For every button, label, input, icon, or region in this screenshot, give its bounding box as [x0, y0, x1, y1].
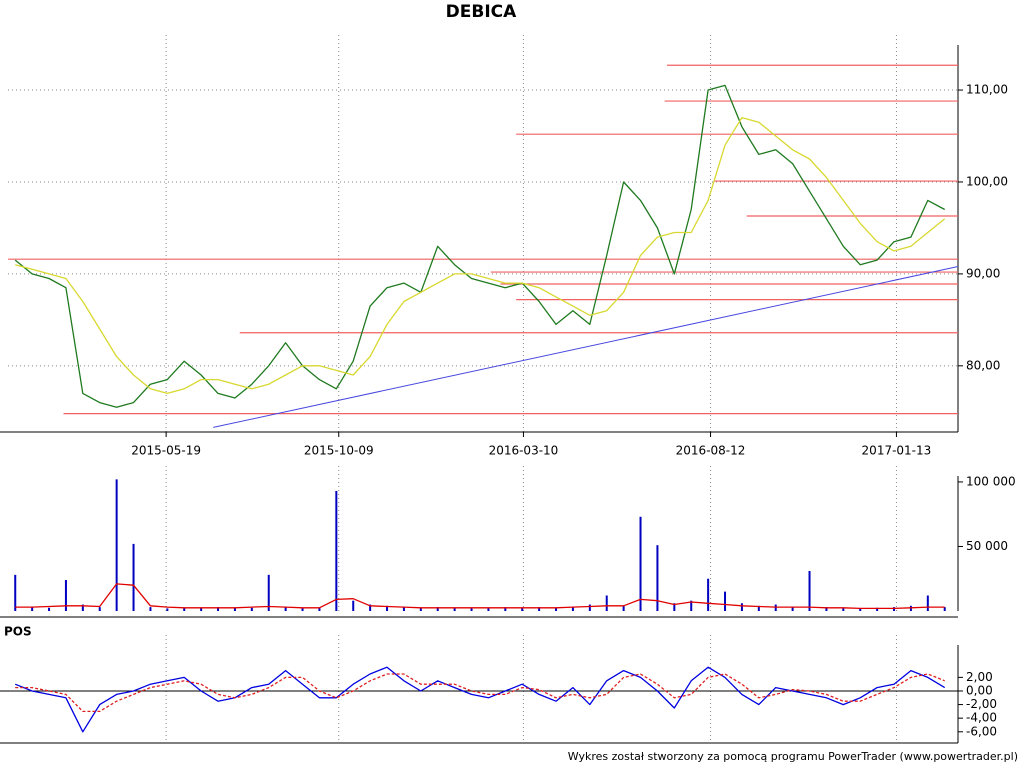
footer: Wykres został stworzony za pomocą progra…	[568, 750, 1018, 763]
volume-bar	[538, 607, 541, 611]
series-line	[15, 583, 945, 610]
volume-bar	[893, 607, 896, 611]
volume-bar	[825, 607, 828, 611]
volume-bar	[622, 605, 625, 611]
series-line	[14, 666, 946, 733]
volume-bar	[352, 600, 355, 611]
volume-bar	[267, 574, 270, 611]
volume-bar	[419, 607, 422, 611]
x-tick-label: 2016-08-12	[676, 444, 746, 458]
volume-bar	[774, 604, 777, 611]
volume-bar	[301, 608, 304, 611]
volume-bar	[250, 607, 253, 611]
volume-bar	[166, 608, 169, 611]
y-tick-label: -2,00	[966, 697, 997, 711]
volume-bar	[149, 607, 152, 611]
x-tick-label: 2015-10-09	[304, 444, 374, 458]
volume-bar	[14, 574, 17, 611]
volume-bar	[98, 607, 101, 611]
x-tick-label: 2016-03-10	[489, 444, 559, 458]
volume-bar	[571, 607, 574, 611]
volume-bar	[217, 607, 220, 611]
y-tick-label: -6,00	[966, 724, 997, 738]
volume-bar	[656, 545, 659, 611]
volume-bar	[132, 543, 135, 611]
y-tick-label: 110,00	[966, 83, 1008, 97]
chart-title: DEBICA	[446, 2, 517, 22]
volume-bar	[487, 608, 490, 611]
volume-bar	[943, 607, 946, 611]
y-tick-label: 100,00	[966, 174, 1008, 188]
volume-bar	[470, 607, 473, 611]
volume-bar	[81, 604, 84, 611]
volume-bar	[402, 607, 405, 611]
x-tick-label: 2015-05-19	[131, 444, 201, 458]
volume-bar	[707, 578, 710, 611]
volume-bar	[318, 607, 321, 611]
volume-bar	[588, 604, 591, 611]
volume-bar	[639, 516, 642, 611]
volume-bar	[673, 603, 676, 611]
y-tick-label: 2,00	[966, 670, 993, 684]
series-line	[15, 673, 945, 713]
volume-bar	[335, 490, 338, 611]
volume-bar	[859, 608, 862, 611]
volume-bar	[605, 595, 608, 611]
volume-bar	[453, 608, 456, 611]
volume-bar	[842, 607, 845, 611]
series-line	[14, 84, 946, 408]
volume-bar	[115, 479, 118, 611]
y-tick-label: -4,00	[966, 711, 997, 725]
volume-bar	[183, 607, 186, 611]
volume-bar	[757, 605, 760, 611]
volume-bar	[555, 607, 558, 611]
series-line	[15, 116, 946, 395]
y-tick-label: 100 000	[966, 474, 1016, 488]
volume-bar	[48, 607, 51, 611]
volume-bar	[369, 604, 372, 611]
x-tick-label: 2017-01-13	[862, 444, 932, 458]
y-tick-label: 0,00	[966, 683, 993, 697]
y-tick-label: 90,00	[966, 266, 1000, 280]
volume-bar	[284, 607, 287, 611]
volume-bar	[233, 608, 236, 611]
y-tick-label: 80,00	[966, 358, 1000, 372]
volume-bar	[791, 607, 794, 611]
volume-bar	[386, 605, 389, 611]
volume-bar	[740, 603, 743, 611]
volume-bar	[64, 580, 67, 611]
y-tick-label: 50 000	[966, 539, 1008, 553]
volume-bar	[200, 608, 203, 611]
volume-bar	[876, 607, 879, 611]
volume-bar	[808, 570, 811, 611]
volume-bar	[436, 607, 439, 611]
volume-bar	[504, 607, 507, 611]
volume-bar	[690, 600, 693, 611]
volume-bar	[521, 608, 524, 611]
trend-line	[213, 266, 959, 428]
volume-bar	[31, 607, 34, 611]
panel-title: POS	[4, 625, 32, 639]
volume-bar	[926, 595, 929, 611]
volume-bar	[724, 591, 727, 611]
